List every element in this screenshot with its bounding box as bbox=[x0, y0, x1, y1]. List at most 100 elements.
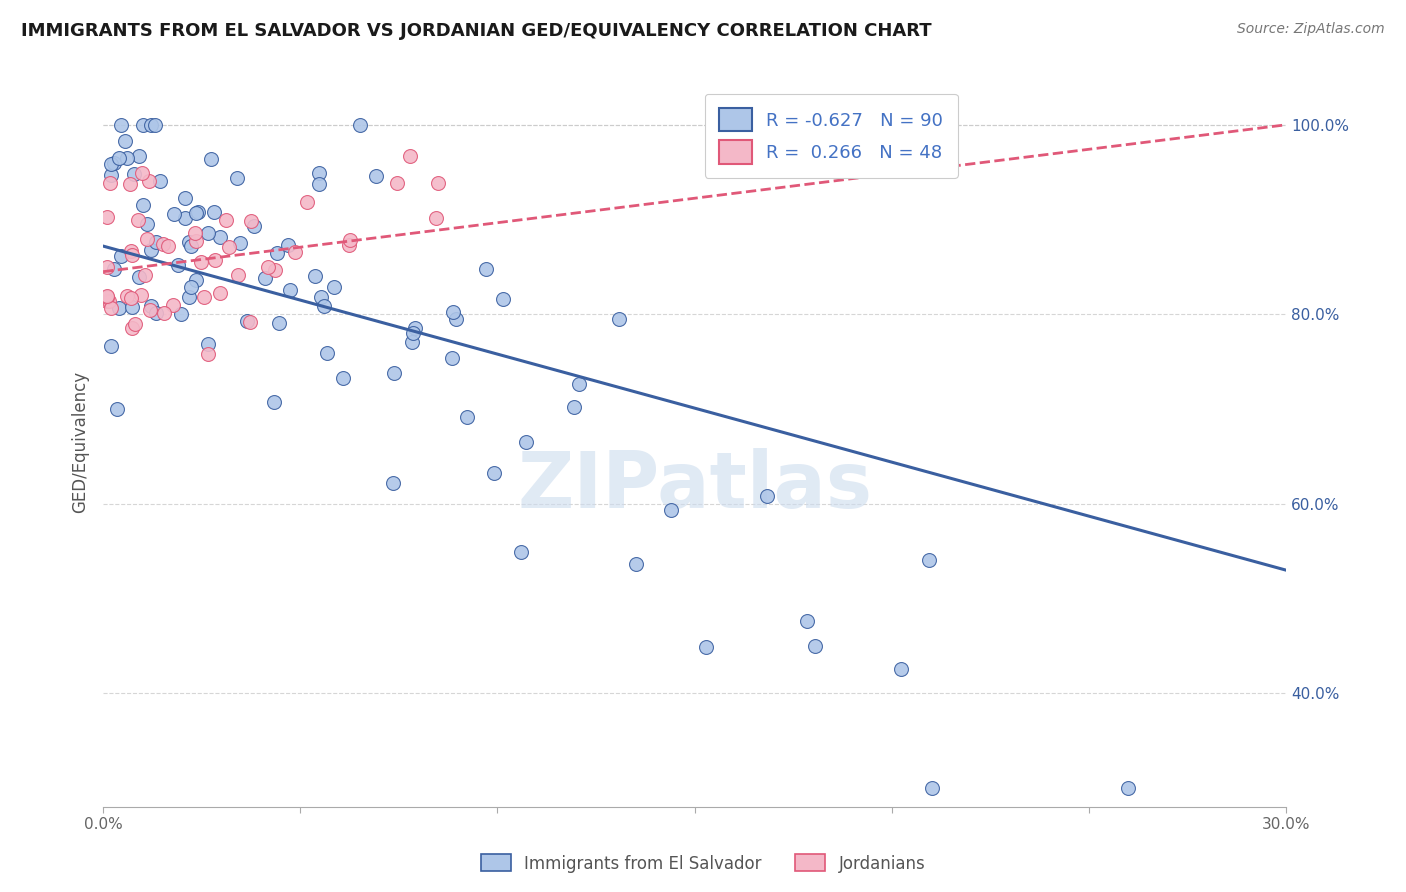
Point bbox=[177, 235, 200, 249]
Point bbox=[98, 176, 121, 190]
Point bbox=[139, 118, 162, 132]
Point bbox=[332, 371, 354, 385]
Point bbox=[183, 226, 205, 240]
Point bbox=[129, 288, 152, 302]
Point bbox=[120, 291, 142, 305]
Point bbox=[755, 489, 778, 503]
Point bbox=[226, 171, 249, 186]
Point bbox=[136, 217, 159, 231]
Point bbox=[364, 169, 387, 184]
Point bbox=[197, 347, 219, 361]
Point bbox=[444, 312, 467, 326]
Point bbox=[337, 238, 360, 252]
Point bbox=[190, 255, 212, 269]
Point bbox=[304, 269, 326, 284]
Point bbox=[804, 639, 827, 653]
Point bbox=[108, 301, 131, 315]
Point bbox=[105, 402, 128, 417]
Point bbox=[114, 135, 136, 149]
Point bbox=[167, 258, 190, 272]
Point bbox=[98, 293, 121, 308]
Point bbox=[314, 299, 336, 313]
Point bbox=[401, 334, 423, 349]
Text: ZIPatlas: ZIPatlas bbox=[517, 448, 872, 524]
Point bbox=[141, 299, 163, 313]
Point bbox=[209, 286, 232, 301]
Point bbox=[121, 248, 143, 262]
Point bbox=[170, 307, 193, 321]
Text: IMMIGRANTS FROM EL SALVADOR VS JORDANIAN GED/EQUIVALENCY CORRELATION CHART: IMMIGRANTS FROM EL SALVADOR VS JORDANIAN… bbox=[21, 22, 932, 40]
Point bbox=[427, 177, 450, 191]
Point bbox=[239, 315, 262, 329]
Point bbox=[145, 235, 167, 250]
Point bbox=[384, 366, 406, 380]
Point bbox=[200, 152, 222, 166]
Point bbox=[218, 239, 240, 253]
Point bbox=[562, 400, 585, 414]
Point bbox=[309, 290, 332, 304]
Point bbox=[100, 301, 122, 316]
Point bbox=[257, 260, 280, 275]
Point bbox=[163, 207, 186, 221]
Point bbox=[197, 337, 219, 351]
Point bbox=[131, 165, 153, 179]
Point bbox=[482, 466, 505, 480]
Point bbox=[96, 294, 118, 309]
Point bbox=[173, 191, 195, 205]
Point bbox=[145, 306, 167, 320]
Point bbox=[295, 194, 318, 209]
Point bbox=[308, 166, 330, 180]
Point bbox=[128, 270, 150, 285]
Point bbox=[456, 409, 478, 424]
Point bbox=[132, 198, 155, 212]
Point bbox=[266, 246, 288, 260]
Point bbox=[177, 290, 200, 304]
Point bbox=[121, 301, 143, 315]
Point bbox=[156, 239, 179, 253]
Point bbox=[118, 177, 141, 191]
Y-axis label: GED/Equivalency: GED/Equivalency bbox=[72, 371, 89, 513]
Legend: R = -0.627   N = 90, R =  0.266   N = 48: R = -0.627 N = 90, R = 0.266 N = 48 bbox=[704, 94, 957, 178]
Point bbox=[100, 339, 122, 353]
Point bbox=[139, 244, 162, 258]
Point bbox=[202, 205, 225, 219]
Point bbox=[134, 268, 156, 282]
Point bbox=[515, 434, 537, 449]
Point bbox=[124, 317, 146, 331]
Point bbox=[180, 239, 202, 253]
Point bbox=[695, 640, 717, 654]
Point bbox=[240, 214, 263, 228]
Point bbox=[135, 231, 157, 245]
Point bbox=[132, 118, 155, 132]
Point bbox=[609, 312, 631, 326]
Point bbox=[120, 244, 142, 259]
Point bbox=[918, 553, 941, 567]
Point bbox=[139, 302, 162, 317]
Point bbox=[117, 151, 139, 165]
Point bbox=[152, 237, 174, 252]
Point bbox=[152, 305, 174, 319]
Point bbox=[193, 290, 215, 304]
Point bbox=[278, 283, 301, 297]
Point bbox=[921, 780, 943, 795]
Point bbox=[228, 268, 250, 282]
Point bbox=[184, 234, 207, 248]
Point bbox=[127, 212, 149, 227]
Point bbox=[110, 118, 132, 132]
Point bbox=[475, 261, 498, 276]
Point bbox=[1118, 780, 1140, 795]
Point bbox=[138, 174, 160, 188]
Point bbox=[121, 320, 143, 334]
Point bbox=[568, 377, 591, 392]
Point bbox=[208, 230, 231, 244]
Point bbox=[509, 545, 531, 559]
Point bbox=[197, 226, 219, 240]
Point bbox=[253, 271, 276, 285]
Point bbox=[103, 156, 125, 170]
Point bbox=[96, 211, 118, 225]
Point bbox=[96, 290, 118, 304]
Point bbox=[339, 233, 361, 247]
Point bbox=[100, 157, 122, 171]
Point bbox=[187, 205, 209, 219]
Point bbox=[441, 305, 464, 319]
